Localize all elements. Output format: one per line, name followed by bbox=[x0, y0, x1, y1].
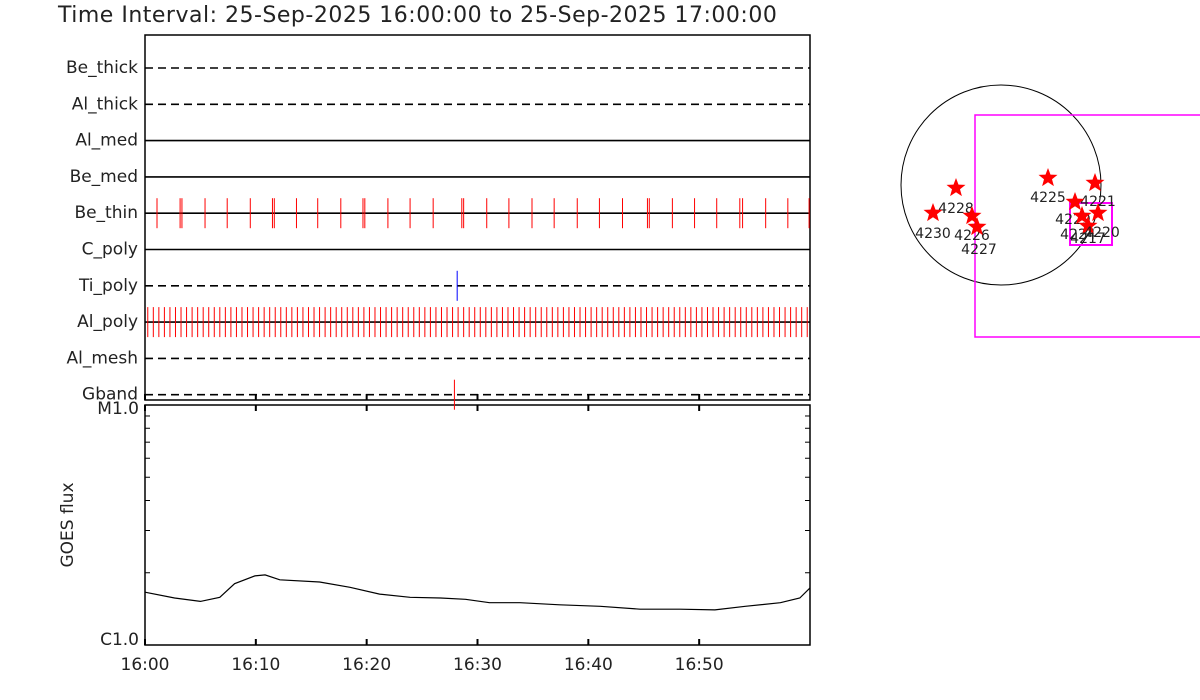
title: Time Interval: 25-Sep-2025 16:00:00 to 2… bbox=[57, 3, 777, 28]
y-tick-label: C1.0 bbox=[100, 630, 139, 650]
region-label: 4230 bbox=[915, 226, 951, 242]
row-label: Ti_poly bbox=[78, 276, 138, 296]
x-tick-label: 16:10 bbox=[231, 655, 280, 675]
row-label: Gband bbox=[82, 385, 138, 405]
region-label: 4225 bbox=[1030, 190, 1066, 206]
goes-curve bbox=[144, 574, 811, 611]
timeline-frame bbox=[144, 34, 811, 401]
solar-limb bbox=[900, 84, 1102, 286]
goes-frame bbox=[144, 404, 811, 646]
region-label: 4217 bbox=[1070, 231, 1106, 247]
region-star bbox=[1065, 192, 1085, 211]
region-star bbox=[962, 206, 982, 225]
region-star bbox=[946, 178, 966, 197]
region-star bbox=[1088, 203, 1108, 222]
y-axis-label: GOES flux bbox=[58, 482, 78, 567]
x-tick-label: 16:30 bbox=[453, 655, 502, 675]
row-label: C_poly bbox=[82, 239, 138, 259]
y-tick-label: M1.0 bbox=[97, 399, 139, 419]
region-label: 4224 bbox=[1060, 227, 1096, 243]
region-star bbox=[923, 203, 943, 222]
region-label: 4227 bbox=[961, 242, 997, 258]
row-label: Be_thin bbox=[74, 203, 138, 223]
x-tick-label: 16:40 bbox=[564, 655, 613, 675]
region-label: 4221 bbox=[1080, 194, 1116, 210]
region-star bbox=[967, 217, 987, 236]
row-label: Al_med bbox=[75, 131, 138, 151]
region-star bbox=[1038, 168, 1058, 187]
fov-box-small bbox=[1069, 202, 1113, 246]
region-star bbox=[1085, 173, 1105, 192]
region-star bbox=[1078, 216, 1098, 235]
x-tick-label: 16:20 bbox=[342, 655, 391, 675]
region-label: 4220 bbox=[1084, 225, 1120, 241]
row-label: Al_poly bbox=[77, 312, 138, 332]
row-label: Al_mesh bbox=[66, 348, 138, 368]
x-tick-label: 16:50 bbox=[675, 655, 724, 675]
region-star bbox=[1072, 206, 1092, 225]
row-label: Be_med bbox=[70, 167, 138, 187]
x-tick-label: 16:00 bbox=[121, 655, 170, 675]
row-label: Be_thick bbox=[66, 58, 138, 78]
row-label: Al_thick bbox=[72, 94, 138, 114]
